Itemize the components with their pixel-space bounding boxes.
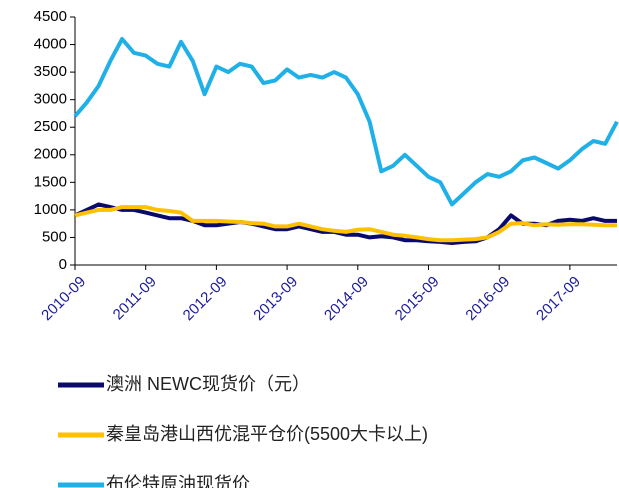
y-tick-label: 3000 xyxy=(34,91,67,108)
legend-label: 布伦特原油现货价 xyxy=(106,474,250,488)
x-tick-label: 2016-09 xyxy=(462,273,513,324)
x-tick-label: 2011-09 xyxy=(110,273,160,323)
x-tick-label: 2014-09 xyxy=(321,273,372,324)
x-tick-label: 2012-09 xyxy=(180,273,231,324)
y-tick-label: 2000 xyxy=(34,146,67,163)
y-tick-label: 2500 xyxy=(34,118,67,135)
y-tick-label: 4500 xyxy=(34,8,67,25)
y-tick-label: 3500 xyxy=(34,63,67,80)
x-tick-label: 2010-09 xyxy=(38,273,89,324)
y-tick-label: 1000 xyxy=(34,201,67,218)
x-tick-label: 2013-09 xyxy=(250,273,301,324)
y-tick-label: 500 xyxy=(42,228,67,245)
series-line xyxy=(73,37,619,207)
x-tick-label: 2015-09 xyxy=(392,273,443,324)
legend-label: 澳洲 NEWC现货价（元） xyxy=(106,374,310,394)
x-tick-label: 2017-09 xyxy=(533,273,584,324)
y-tick-label: 0 xyxy=(59,256,67,273)
legend-label: 秦皇岛港山西优混平仓价(5500大卡以上) xyxy=(106,424,428,444)
y-tick-label: 1500 xyxy=(34,173,67,190)
series-line xyxy=(74,205,617,243)
y-tick-label: 4000 xyxy=(34,36,67,53)
